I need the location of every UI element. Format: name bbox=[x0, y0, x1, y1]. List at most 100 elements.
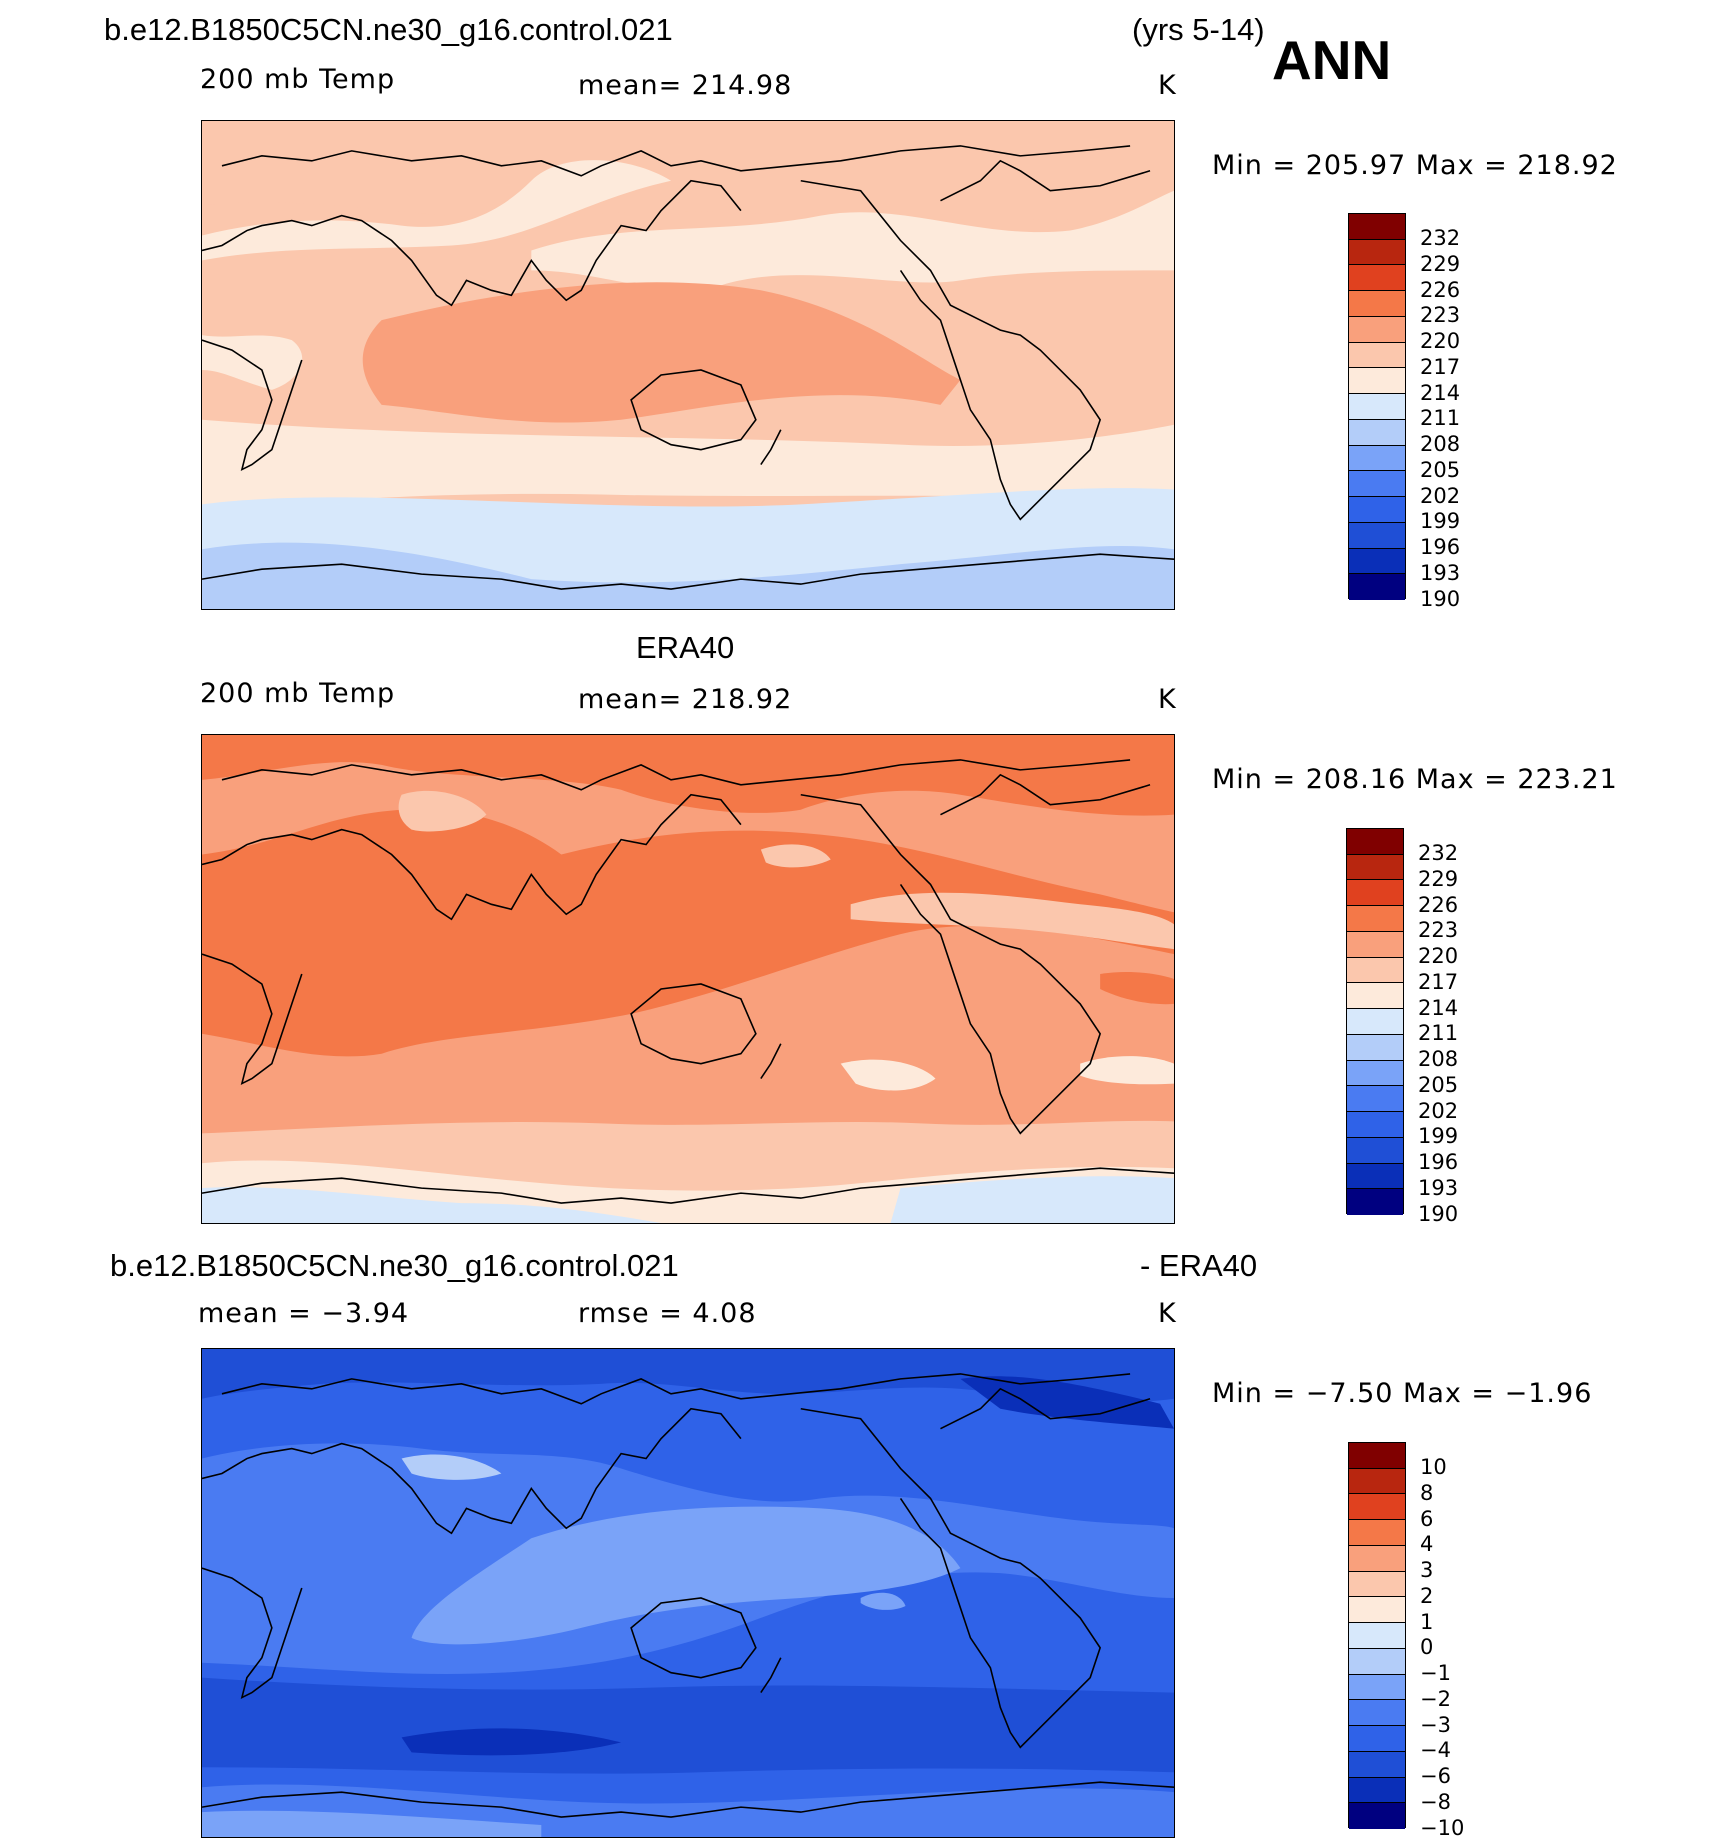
panel3-colorbar-tick-label: −3 bbox=[1420, 1712, 1451, 1737]
panel1-colorbar-tick-label: 214 bbox=[1420, 380, 1461, 405]
panel2-colorbar-tick-label: 190 bbox=[1418, 1201, 1459, 1226]
panel3-header-right: - ERA40 bbox=[1140, 1248, 1258, 1283]
panel2-colorbar-tick-label: 211 bbox=[1418, 1021, 1459, 1046]
panel2-minmax: Min = 208.16 Max = 223.21 bbox=[1212, 764, 1618, 795]
panel3-colorbar-tick-label: 2 bbox=[1420, 1583, 1434, 1608]
panel3-header-left: b.e12.B1850C5CN.ne30_g16.control.021 bbox=[110, 1248, 679, 1283]
panel2-colorbar-tick-label: 208 bbox=[1418, 1047, 1459, 1072]
panel1-colorbar-tick-label: 226 bbox=[1420, 277, 1461, 302]
panel3-colorbar-tick-label: −10 bbox=[1420, 1815, 1465, 1840]
panel3-colorbar-tick-label: 1 bbox=[1420, 1609, 1434, 1634]
panel1-colorbar-swatch bbox=[1349, 239, 1405, 266]
panel2-colorbar-tick-label: 214 bbox=[1418, 995, 1459, 1020]
panel1-colorbar-tick-label: 223 bbox=[1420, 303, 1461, 328]
panel3-colorbar-boxes bbox=[1348, 1442, 1406, 1829]
panel2-colorbar-tick-label: 196 bbox=[1418, 1150, 1459, 1175]
panel2-colorbar-swatch bbox=[1347, 906, 1403, 932]
panel3-colorbar-tick-label: −2 bbox=[1420, 1686, 1451, 1711]
panel3-colorbar-swatch bbox=[1349, 1468, 1405, 1495]
panel1-colorbar-tick-label: 217 bbox=[1420, 354, 1461, 379]
panel3-colorbar-swatch bbox=[1349, 1726, 1405, 1752]
panel2-header: ERA40 bbox=[636, 630, 735, 665]
panel1-colorbar-tick-label: 193 bbox=[1420, 560, 1461, 585]
panel3-diff-map bbox=[201, 1348, 1175, 1838]
panel2-colorbar-tick-label: 205 bbox=[1418, 1072, 1459, 1097]
panel3-colorbar-tick-label: −4 bbox=[1420, 1738, 1451, 1763]
panel1-colorbar-tick-label: 220 bbox=[1420, 329, 1461, 354]
panel3-colorbar-tick-label: 4 bbox=[1420, 1532, 1434, 1557]
panel3-colorbar-tick-label: −6 bbox=[1420, 1764, 1451, 1789]
panel3-colorbar-tick-label: 10 bbox=[1420, 1455, 1447, 1480]
panel2-colorbar-tick-label: 232 bbox=[1418, 841, 1459, 866]
panel2-colorbar-swatch bbox=[1347, 854, 1403, 881]
panel2-colorbar-swatch bbox=[1347, 1060, 1403, 1087]
panel3-colorbar-swatch bbox=[1349, 1751, 1405, 1778]
panel1-colorbar-swatch bbox=[1349, 574, 1405, 600]
panel2-mean-label: mean= 218.92 bbox=[578, 684, 793, 715]
panel2-colorbar-swatch bbox=[1347, 1112, 1403, 1138]
panel1-model-map bbox=[201, 120, 1175, 610]
panel2-variable-label: 200 mb Temp bbox=[200, 678, 396, 709]
panel3-colorbar-tick-label: 0 bbox=[1420, 1635, 1434, 1660]
panel2-colorbar-tick-label: 229 bbox=[1418, 866, 1459, 891]
panel1-colorbar-tick-label: 211 bbox=[1420, 406, 1461, 431]
panel2-colorbar-swatch bbox=[1347, 1009, 1403, 1035]
panel1-colorbar-swatch bbox=[1349, 445, 1405, 472]
panel3-colorbar-swatch bbox=[1349, 1803, 1405, 1829]
panel3-minmax: Min = −7.50 Max = −1.96 bbox=[1212, 1378, 1593, 1409]
panel2-colorbar-swatch bbox=[1347, 957, 1403, 984]
panel3-colorbar-swatch bbox=[1349, 1597, 1405, 1624]
panel1-colorbar-swatch bbox=[1349, 291, 1405, 317]
panel2-units: K bbox=[1158, 684, 1177, 715]
panel2-colorbar-tick-label: 217 bbox=[1418, 969, 1459, 994]
panel2-colorbar-swatch bbox=[1347, 983, 1403, 1010]
panel1-colorbar-swatch bbox=[1349, 316, 1405, 343]
panel3-colorbar-swatch bbox=[1349, 1674, 1405, 1701]
panel3-colorbar-tick-label: 8 bbox=[1420, 1480, 1434, 1505]
panel1-colorbar-swatch bbox=[1349, 368, 1405, 395]
panel2-colorbar-swatch bbox=[1347, 1163, 1403, 1190]
panel1-colorbar-swatch bbox=[1349, 497, 1405, 523]
panel2-colorbar-swatch bbox=[1347, 1189, 1403, 1215]
panel3-colorbar-swatch bbox=[1349, 1443, 1405, 1469]
panel1-mean-label: mean= 214.98 bbox=[578, 70, 793, 101]
panel2-map-svg bbox=[202, 735, 1174, 1223]
panel3-colorbar-tick-label: −1 bbox=[1420, 1661, 1451, 1686]
panel1-map-svg bbox=[202, 121, 1174, 609]
panel2-colorbar-swatch bbox=[1347, 880, 1403, 907]
panel1-colorbar-swatch bbox=[1349, 548, 1405, 575]
panel3-colorbar-swatch bbox=[1349, 1648, 1405, 1675]
panel1-colorbar-tick-label: 205 bbox=[1420, 457, 1461, 482]
panel2-colorbar-tick-label: 226 bbox=[1418, 892, 1459, 917]
panel2-colorbar-tick-label: 223 bbox=[1418, 918, 1459, 943]
panel1-units: K bbox=[1158, 70, 1177, 101]
panel3-colorbar-tick-label: −8 bbox=[1420, 1789, 1451, 1814]
panel2-colorbar-tick-label: 199 bbox=[1418, 1124, 1459, 1149]
panel3-colorbar-tick-label: 3 bbox=[1420, 1558, 1434, 1583]
panel2-colorbar-swatch bbox=[1347, 1086, 1403, 1113]
panel2-colorbar-tick-label: 220 bbox=[1418, 944, 1459, 969]
panel1-colorbar-tick-label: 196 bbox=[1420, 535, 1461, 560]
panel1-variable-label: 200 mb Temp bbox=[200, 64, 396, 95]
panel1-colorbar-swatch bbox=[1349, 214, 1405, 240]
panel3-colorbar-swatch bbox=[1349, 1571, 1405, 1598]
panel1-colorbar-swatch bbox=[1349, 522, 1405, 549]
panel1-colorbar-tick-label: 208 bbox=[1420, 432, 1461, 457]
panel3-map-svg bbox=[202, 1349, 1174, 1837]
case-title: b.e12.B1850C5CN.ne30_g16.control.021 bbox=[104, 12, 673, 47]
panel1-colorbar-swatch bbox=[1349, 265, 1405, 292]
panel2-obs-map bbox=[201, 734, 1175, 1224]
panel2-colorbar-tick-label: 202 bbox=[1418, 1098, 1459, 1123]
panel3-colorbar-swatch bbox=[1349, 1520, 1405, 1546]
panel1-colorbar-swatch bbox=[1349, 419, 1405, 446]
panel1-colorbar-swatch bbox=[1349, 342, 1405, 369]
panel3-colorbar-swatch bbox=[1349, 1777, 1405, 1804]
panel1-colorbar-tick-label: 190 bbox=[1420, 586, 1461, 611]
panel3-colorbar-swatch bbox=[1349, 1623, 1405, 1649]
panel3-units: K bbox=[1158, 1298, 1177, 1329]
panel3-mean-label: mean = −3.94 bbox=[198, 1298, 410, 1329]
panel3-colorbar-tick-label: 6 bbox=[1420, 1506, 1434, 1531]
panel2-colorbar-tick-label: 193 bbox=[1418, 1175, 1459, 1200]
panel1-colorbar-boxes bbox=[1348, 213, 1406, 600]
years-label: (yrs 5-14) bbox=[1132, 12, 1265, 47]
